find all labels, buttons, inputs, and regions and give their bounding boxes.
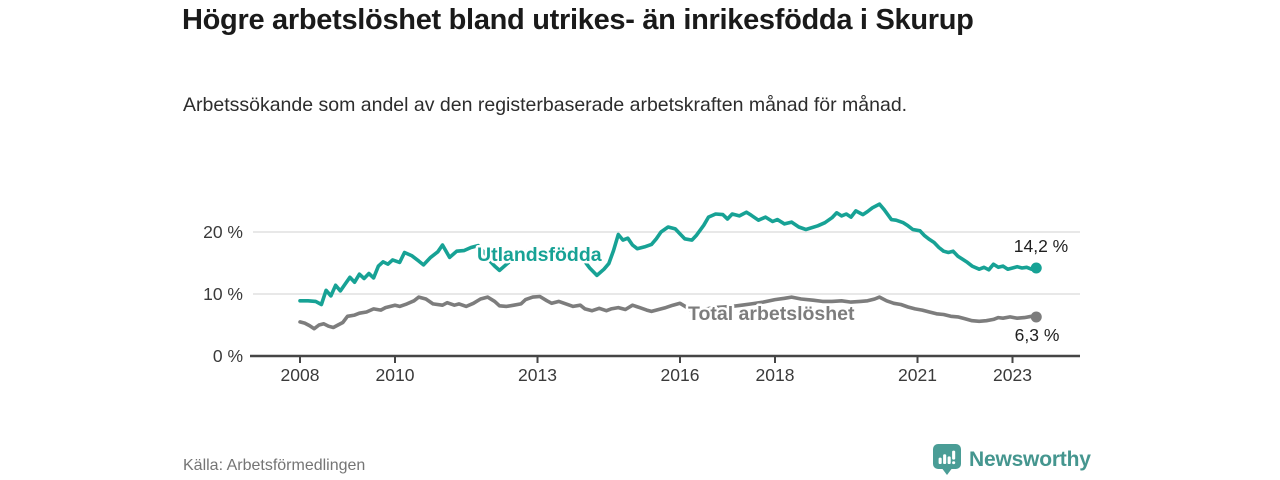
y-tick-label: 0 % [213, 346, 243, 366]
series-end-dot-utlandsf-dda [1030, 262, 1042, 274]
series-value-label-utlandsf-dda: 14,2 % [1014, 236, 1068, 256]
series-value-label-total-arbetsl-shet: 6,3 % [1015, 325, 1060, 345]
x-tick-label: 2018 [756, 365, 795, 385]
x-tick-label: 2008 [281, 365, 320, 385]
chart-subtitle: Arbetssökande som andel av den registerb… [183, 94, 908, 116]
x-tick-label: 2016 [661, 365, 700, 385]
x-tick-label: 2023 [993, 365, 1032, 385]
series-label-utlandsf-dda: Utlandsfödda [477, 244, 602, 266]
y-tick-label: 20 % [203, 222, 243, 242]
newsworthy-bar-chart-icon [933, 444, 961, 475]
series-end-dot-total-arbetsl-shet [1030, 311, 1042, 323]
x-tick-label: 2021 [898, 365, 937, 385]
newsworthy-logo: Newsworthy [933, 444, 1091, 475]
x-tick-label: 2013 [518, 365, 557, 385]
newsworthy-wordmark: Newsworthy [969, 447, 1091, 471]
y-tick-label: 10 % [203, 284, 243, 304]
series-label-total-arbetsl-shet: Total arbetslöshet [688, 303, 855, 325]
chart-title: Högre arbetslöshet bland utrikes- än inr… [182, 4, 974, 36]
series-line-utlandsf-dda [298, 202, 1039, 307]
source-note: Källa: Arbetsförmedlingen [183, 457, 366, 474]
x-tick-label: 2010 [376, 365, 415, 385]
series-line-total-arbetsl-shet [298, 294, 1039, 331]
